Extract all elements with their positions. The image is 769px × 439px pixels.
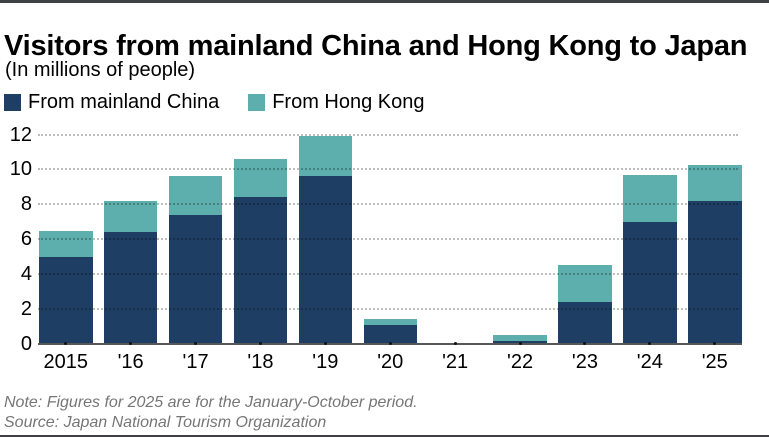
x-axis-tick-label: '22 bbox=[507, 351, 534, 373]
x-axis-tick-dot bbox=[388, 342, 392, 345]
x-axis-tick-dot bbox=[323, 342, 327, 345]
bar-segment-mainland-china-23 bbox=[558, 302, 612, 344]
bar-segment-mainland-china-25 bbox=[688, 200, 742, 344]
bar-segment-hong-kong-17 bbox=[168, 176, 223, 215]
source-text: Source: Japan National Tourism Organizat… bbox=[4, 414, 327, 431]
y-axis-tick-label: 2 bbox=[20, 298, 32, 321]
bar-segment-mainland-china-19 bbox=[298, 176, 353, 344]
x-axis-tick-label: '25 bbox=[701, 351, 728, 373]
bar-segment-mainland-china-18 bbox=[233, 197, 288, 344]
x-axis-tick-dot bbox=[258, 342, 262, 345]
chart-subtitle: (In millions of people) bbox=[5, 59, 196, 81]
chart-title: Visitors from mainland China and Hong Ko… bbox=[4, 30, 748, 63]
x-axis-tick-label: '17 bbox=[182, 351, 209, 373]
y-axis-tick-label: 12 bbox=[9, 123, 32, 146]
x-axis-tick-dot bbox=[518, 342, 522, 345]
gridline-y12 bbox=[38, 133, 738, 136]
gridline-y8 bbox=[38, 203, 738, 206]
bar-segment-mainland-china-17 bbox=[168, 214, 223, 344]
bar-segment-hong-kong-20 bbox=[363, 318, 417, 325]
y-axis-tick-label: 6 bbox=[20, 228, 32, 251]
bar-segment-mainland-china-20 bbox=[363, 324, 417, 344]
x-axis-tick-dot bbox=[648, 342, 652, 345]
x-axis-tick-label: '24 bbox=[636, 351, 663, 373]
x-axis-tick-label: '16 bbox=[117, 351, 144, 373]
gridline-y4 bbox=[38, 273, 738, 276]
x-axis-tick-dot bbox=[64, 342, 68, 345]
x-axis-tick-label: '21 bbox=[442, 351, 469, 373]
legend-item-hong-kong: From Hong Kong bbox=[248, 91, 425, 114]
bar-segment-hong-kong-22 bbox=[493, 335, 547, 341]
legend: From mainland China From Hong Kong bbox=[4, 91, 425, 114]
bar-segment-hong-kong-16 bbox=[103, 200, 158, 233]
x-axis-tick-label: '18 bbox=[247, 351, 274, 373]
x-axis-tick-dot bbox=[129, 342, 133, 345]
legend-item-mainland-china: From mainland China bbox=[4, 91, 219, 114]
legend-label-hong-kong: From Hong Kong bbox=[272, 91, 425, 113]
bar-segment-hong-kong-23 bbox=[558, 264, 612, 303]
hong-kong-swatch-icon bbox=[248, 94, 266, 111]
note-text: Note: Figures for 2025 are for the Janua… bbox=[4, 394, 418, 411]
bar-segment-mainland-china-24 bbox=[623, 221, 677, 344]
bar-segment-hong-kong-19 bbox=[298, 136, 353, 177]
y-axis-tick-label: 0 bbox=[20, 333, 32, 355]
x-axis-tick-dot bbox=[583, 342, 587, 345]
x-axis-tick-dot bbox=[194, 342, 198, 345]
top-rule bbox=[0, 0, 769, 3]
bar-segment-hong-kong-18 bbox=[233, 158, 288, 198]
bar-segment-hong-kong-25 bbox=[688, 165, 742, 201]
bar-segment-hong-kong-24 bbox=[623, 174, 677, 222]
y-axis-tick-label: 4 bbox=[20, 263, 32, 286]
gridline-y6 bbox=[38, 238, 738, 241]
y-axis-tick-label: 8 bbox=[20, 193, 32, 216]
mainland-china-swatch-icon bbox=[4, 94, 21, 111]
bottom-rule bbox=[0, 435, 769, 437]
x-axis-tick-dot bbox=[713, 342, 717, 345]
footnotes: Note: Figures for 2025 are for the Janua… bbox=[4, 393, 418, 433]
bar-segment-mainland-china-16 bbox=[103, 232, 158, 344]
gridline-y10 bbox=[38, 168, 738, 171]
y-axis-tick-label: 10 bbox=[9, 158, 32, 181]
x-axis-tick-label: '20 bbox=[377, 351, 404, 373]
x-axis-tick-label: 2015 bbox=[43, 351, 89, 373]
bar-segment-mainland-china-2015 bbox=[39, 256, 93, 344]
x-axis-tick-dot bbox=[453, 342, 457, 345]
bar-segment-hong-kong-2015 bbox=[39, 230, 93, 257]
x-axis-tick-label: '19 bbox=[312, 351, 339, 373]
x-axis-tick-label: '23 bbox=[571, 351, 598, 373]
gridline-y2 bbox=[38, 308, 738, 311]
legend-label-mainland-china: From mainland China bbox=[28, 91, 220, 113]
